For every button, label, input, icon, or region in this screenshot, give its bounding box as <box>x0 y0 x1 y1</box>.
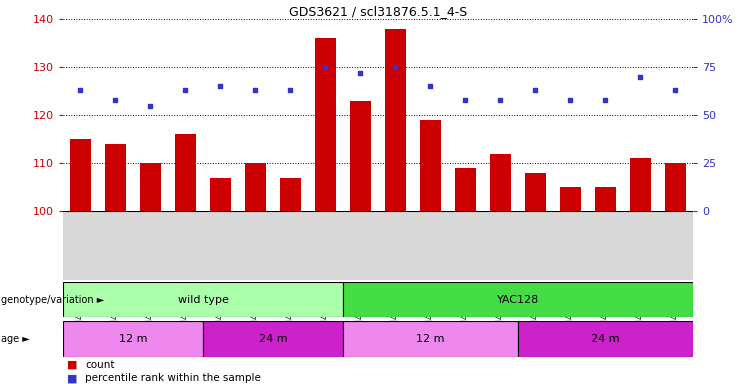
Point <box>179 87 191 93</box>
Title: GDS3621 / scl31876.5.1_4-S: GDS3621 / scl31876.5.1_4-S <box>289 5 467 18</box>
Bar <box>630 159 651 211</box>
Point <box>390 64 402 70</box>
Bar <box>203 321 343 357</box>
Point <box>494 97 506 103</box>
Bar <box>63 321 203 357</box>
Point <box>599 97 611 103</box>
Point <box>669 87 681 93</box>
Bar <box>490 154 511 211</box>
Bar <box>315 38 336 211</box>
Text: wild type: wild type <box>178 295 228 305</box>
Text: YAC128: YAC128 <box>496 295 539 305</box>
Point <box>75 87 87 93</box>
Bar <box>105 144 126 211</box>
Bar <box>63 282 343 317</box>
Bar <box>350 101 371 211</box>
Bar <box>70 139 91 211</box>
Point <box>144 103 156 109</box>
Point <box>285 87 296 93</box>
Text: count: count <box>85 360 115 370</box>
Point <box>250 87 262 93</box>
Text: 24 m: 24 m <box>591 334 619 344</box>
Bar <box>385 29 406 211</box>
Bar <box>140 163 161 211</box>
Point <box>354 70 366 76</box>
Text: ■: ■ <box>67 360 77 370</box>
Bar <box>420 120 441 211</box>
Point <box>529 87 541 93</box>
Bar <box>560 187 581 211</box>
Text: age ►: age ► <box>1 334 30 344</box>
Text: ■: ■ <box>67 373 77 383</box>
Point <box>425 83 436 89</box>
Point <box>565 97 576 103</box>
Bar <box>280 177 301 211</box>
Bar <box>343 282 693 317</box>
Bar <box>210 177 231 211</box>
Bar <box>525 173 546 211</box>
Text: 12 m: 12 m <box>416 334 445 344</box>
Text: genotype/variation ►: genotype/variation ► <box>1 295 104 305</box>
Bar <box>455 168 476 211</box>
Text: percentile rank within the sample: percentile rank within the sample <box>85 373 261 383</box>
Bar <box>595 187 616 211</box>
Point <box>459 97 471 103</box>
Point <box>215 83 227 89</box>
Bar <box>665 163 686 211</box>
Text: 24 m: 24 m <box>259 334 288 344</box>
Bar <box>343 321 518 357</box>
Point <box>634 74 646 80</box>
Point <box>110 97 122 103</box>
Bar <box>518 321 693 357</box>
Bar <box>175 134 196 211</box>
Text: 12 m: 12 m <box>119 334 147 344</box>
Bar <box>245 163 266 211</box>
Point <box>319 64 331 70</box>
